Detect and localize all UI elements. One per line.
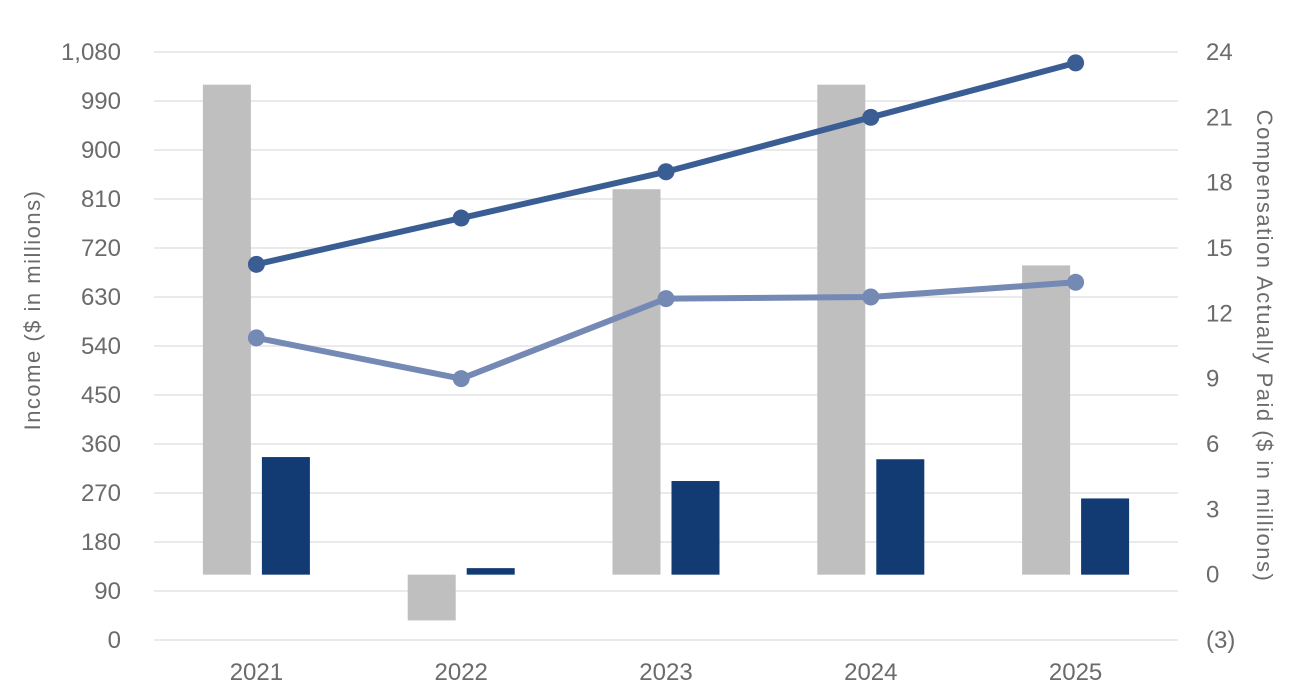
left-axis-tick: 1,080	[61, 39, 121, 66]
x-axis-label: 2023	[639, 659, 692, 686]
right-axis-tick: 18	[1206, 170, 1233, 197]
gray-bar-2024	[817, 84, 866, 575]
x-axis-label: 2021	[230, 659, 283, 686]
left-axis-tick: 180	[81, 529, 121, 556]
left-axis-title: Income ($ in millions)	[20, 189, 45, 431]
right-axis-title: Compensation Actually Paid ($ in million…	[1252, 109, 1277, 583]
dark-line-point-2022	[452, 209, 470, 227]
gray-bar-2023	[612, 189, 661, 575]
left-axis-tick: 540	[81, 333, 121, 360]
right-axis-tick: 12	[1206, 300, 1233, 327]
light-line-point-2023	[657, 290, 675, 308]
navy-bar-2022	[466, 568, 515, 575]
navy-bar-2025	[1081, 498, 1130, 575]
left-axis-tick: 720	[81, 235, 121, 262]
right-axis-tick: 6	[1206, 431, 1219, 458]
x-axis-label: 2025	[1049, 659, 1102, 686]
gray-bar-2021	[202, 84, 251, 575]
navy-bar-2024	[876, 459, 925, 575]
right-axis-tick: 3	[1206, 496, 1219, 523]
gray-bar-2022	[407, 574, 456, 621]
left-axis-tick: 450	[81, 382, 121, 409]
right-axis-tick: (3)	[1206, 627, 1235, 654]
light-line-point-2025	[1067, 273, 1085, 291]
navy-bar-2021	[261, 457, 310, 575]
left-axis-tick: 630	[81, 284, 121, 311]
left-axis-tick: 360	[81, 431, 121, 458]
navy-bar-2023	[671, 481, 720, 575]
right-axis-tick: 9	[1206, 366, 1219, 393]
light-line-point-2021	[247, 329, 265, 347]
left-axis-tick: 900	[81, 137, 121, 164]
light-line-point-2024	[862, 288, 880, 306]
left-axis-tick: 990	[81, 88, 121, 115]
light-line-point-2022	[452, 370, 470, 388]
gray-bar-2025	[1022, 265, 1071, 575]
right-axis-tick: 24	[1206, 39, 1233, 66]
x-axis-label: 2024	[844, 659, 897, 686]
dark-line-point-2021	[247, 255, 265, 273]
left-axis-tick: 90	[94, 578, 121, 605]
right-axis-tick: 15	[1206, 235, 1233, 262]
x-axis-label: 2022	[435, 659, 488, 686]
dark-line-point-2025	[1067, 54, 1085, 72]
dark-line-point-2023	[657, 163, 675, 181]
left-axis-tick: 0	[108, 627, 121, 654]
dark-line-point-2024	[862, 108, 880, 126]
left-axis-tick: 270	[81, 480, 121, 507]
left-axis-tick: 810	[81, 186, 121, 213]
right-axis-tick: 21	[1206, 104, 1233, 131]
right-axis-tick: 0	[1206, 562, 1219, 589]
